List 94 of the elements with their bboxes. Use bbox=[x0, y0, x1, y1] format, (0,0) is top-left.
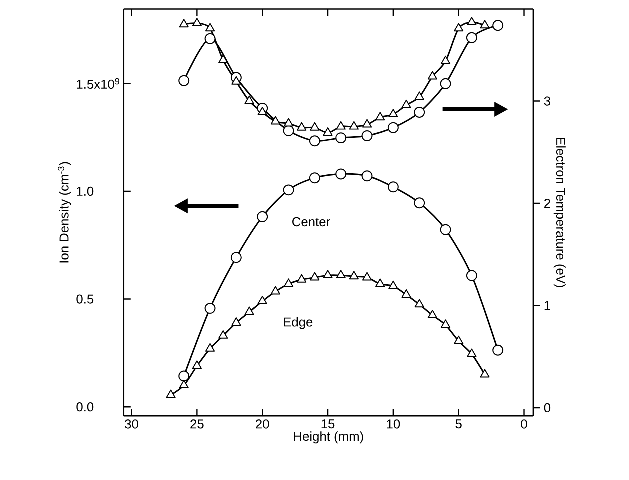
point bbox=[454, 23, 464, 32]
point bbox=[440, 56, 451, 64]
x-tick-label: 20 bbox=[256, 420, 270, 429]
y-tick-label: 0.5 bbox=[76, 294, 94, 304]
point bbox=[336, 121, 346, 130]
point bbox=[454, 336, 464, 344]
y-tick-label: 1.0 bbox=[77, 186, 94, 196]
point bbox=[270, 286, 280, 295]
x-tick-label: 0 bbox=[521, 420, 528, 429]
point bbox=[192, 18, 202, 27]
point bbox=[283, 126, 294, 136]
x-axis-title: Height (mm) bbox=[294, 432, 364, 444]
point bbox=[336, 168, 347, 180]
point bbox=[310, 272, 320, 281]
x-tick-label: 5 bbox=[456, 420, 462, 429]
point bbox=[336, 270, 346, 279]
point bbox=[258, 107, 268, 116]
point bbox=[204, 33, 216, 44]
point bbox=[362, 170, 373, 182]
point bbox=[230, 252, 242, 264]
point bbox=[309, 136, 320, 147]
y2-tick-label: 2 bbox=[544, 199, 550, 208]
point bbox=[388, 122, 399, 134]
point bbox=[336, 132, 347, 144]
x-tick-label: 10 bbox=[387, 420, 400, 429]
point bbox=[179, 19, 189, 28]
point bbox=[284, 278, 294, 288]
point bbox=[349, 271, 359, 280]
point bbox=[178, 75, 190, 86]
point bbox=[466, 270, 478, 282]
point bbox=[402, 290, 412, 298]
series-label: Edge bbox=[284, 317, 313, 330]
y2-axis-title: Electron Temperature (eV) bbox=[554, 138, 566, 288]
point bbox=[362, 272, 372, 281]
point bbox=[440, 224, 452, 236]
point bbox=[204, 303, 216, 314]
y-axis-title: Ion Density (cm$^{-3}$) bbox=[58, 162, 72, 263]
point bbox=[218, 330, 228, 339]
point bbox=[179, 380, 189, 389]
point bbox=[257, 211, 268, 222]
point bbox=[492, 20, 504, 32]
point bbox=[466, 32, 478, 44]
point bbox=[362, 130, 373, 142]
point bbox=[232, 318, 242, 326]
point bbox=[414, 107, 426, 118]
point bbox=[297, 122, 307, 131]
point bbox=[388, 182, 399, 193]
x-tick-label: 15 bbox=[322, 420, 335, 429]
point bbox=[414, 299, 424, 308]
point bbox=[362, 119, 372, 128]
y2-tick-label: 3 bbox=[544, 96, 550, 106]
point bbox=[244, 96, 254, 104]
point bbox=[205, 23, 216, 32]
point bbox=[258, 296, 268, 304]
x-tick-label: 25 bbox=[190, 420, 204, 429]
point bbox=[218, 54, 228, 64]
point bbox=[467, 17, 477, 26]
text: x10$^{9}$ bbox=[94, 78, 120, 90]
point bbox=[414, 198, 426, 209]
point bbox=[323, 128, 333, 136]
y-tick-label: 1.5 bbox=[77, 80, 94, 90]
point bbox=[376, 112, 386, 121]
point bbox=[440, 320, 451, 328]
series-label: Center bbox=[292, 217, 330, 227]
y2-tick-label: 1 bbox=[544, 301, 550, 310]
y-tick-label: 0.0 bbox=[76, 402, 94, 412]
point bbox=[205, 343, 216, 352]
point bbox=[178, 370, 190, 382]
point bbox=[166, 390, 176, 398]
point bbox=[232, 76, 242, 85]
point bbox=[440, 78, 452, 90]
point bbox=[244, 306, 254, 316]
point bbox=[467, 348, 477, 358]
x-tick-label: 30 bbox=[125, 420, 138, 429]
point bbox=[428, 310, 438, 319]
point bbox=[388, 109, 398, 118]
point bbox=[480, 20, 490, 29]
point bbox=[270, 116, 280, 125]
point bbox=[376, 278, 386, 288]
point bbox=[323, 270, 333, 279]
point bbox=[309, 172, 320, 184]
y2-tick-label: 0 bbox=[544, 403, 551, 413]
point bbox=[297, 274, 307, 283]
point bbox=[284, 118, 294, 127]
point bbox=[428, 71, 438, 80]
point bbox=[310, 122, 320, 131]
point bbox=[414, 92, 424, 100]
point bbox=[192, 360, 202, 370]
point bbox=[480, 369, 490, 378]
point bbox=[402, 100, 412, 108]
point bbox=[283, 184, 294, 196]
point bbox=[349, 121, 359, 130]
point bbox=[388, 280, 398, 290]
point bbox=[492, 344, 504, 356]
